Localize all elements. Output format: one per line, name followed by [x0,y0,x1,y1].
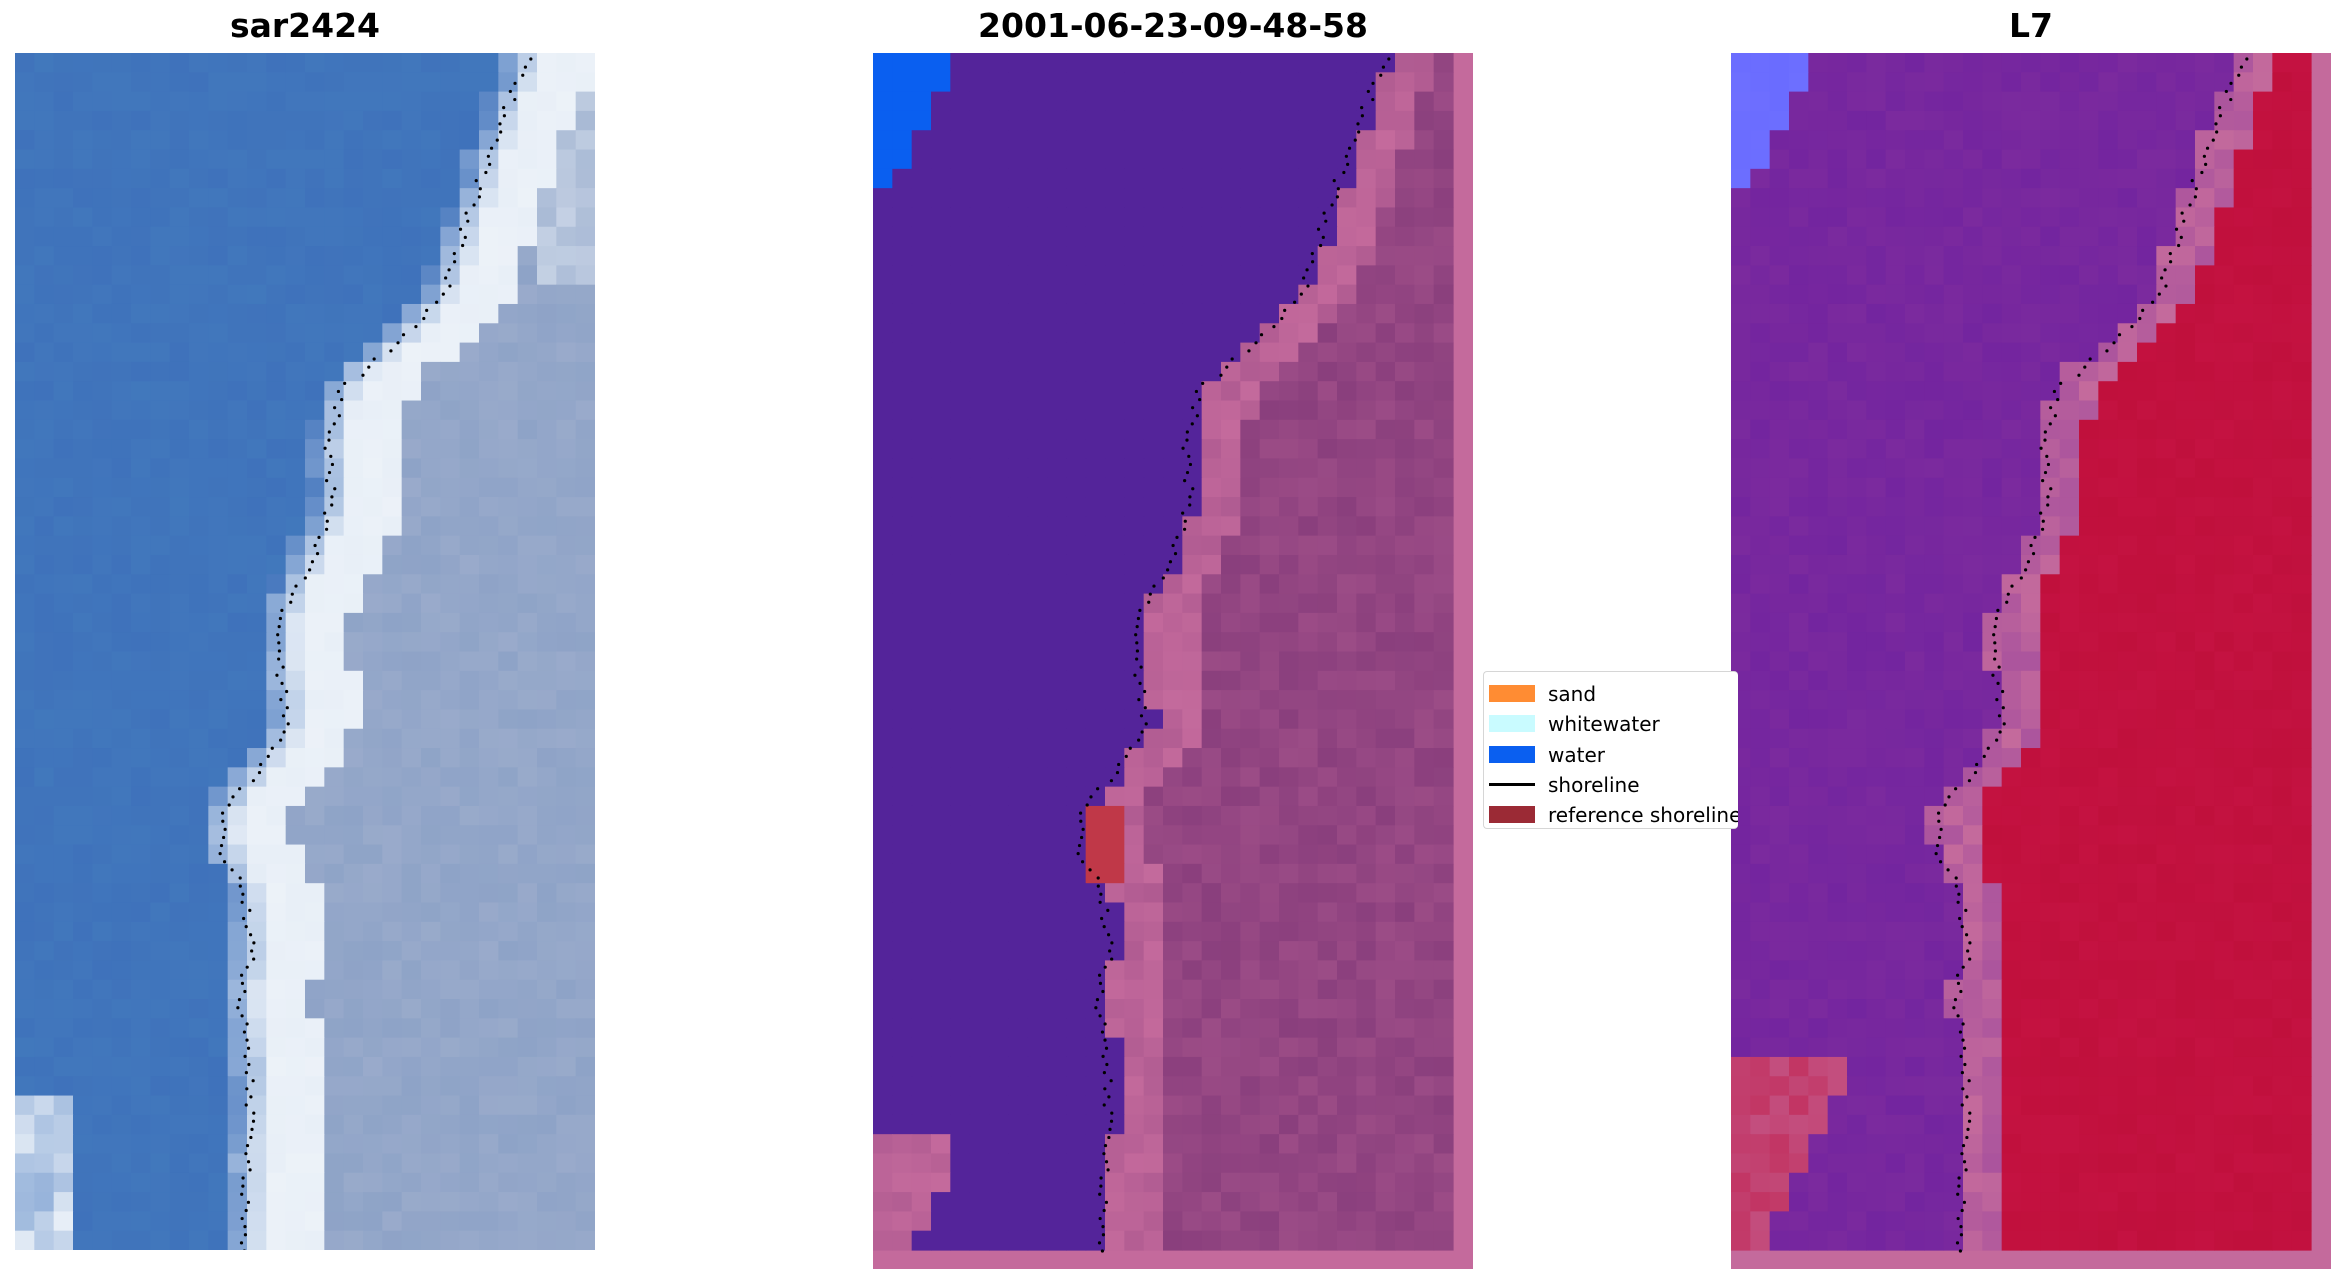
l7-image [1731,53,2331,1269]
sar-image [15,53,595,1250]
legend-item-reference-shoreline: reference shoreline [1484,800,1738,828]
sar-image-panel [15,53,595,1250]
l7-panel [1731,53,2331,1269]
legend-swatch-whitewater [1489,715,1535,732]
legend-item-water: water [1484,740,1738,770]
legend-swatch-reference-shoreline [1489,806,1535,823]
legend-label-water: water [1548,743,1605,767]
legend: sand whitewater water shoreline referenc… [1483,671,1738,829]
legend-label-sand: sand [1548,682,1597,706]
title-right: L7 [2009,6,2053,45]
legend-item-shoreline: shoreline [1484,770,1738,800]
classification-image [873,53,1473,1269]
legend-item-sand: sand [1484,679,1738,709]
legend-item-whitewater: whitewater [1484,709,1738,739]
legend-line-shoreline [1489,783,1535,786]
classification-panel [873,53,1473,1269]
title-middle: 2001-06-23-09-48-58 [978,6,1368,45]
title-left: sar2424 [229,6,381,45]
legend-label-whitewater: whitewater [1548,712,1660,736]
legend-swatch-water [1489,746,1535,763]
legend-label-shoreline: shoreline [1548,773,1640,797]
legend-label-reference-shoreline: reference shoreline [1548,803,1738,827]
legend-swatch-sand [1489,685,1535,702]
